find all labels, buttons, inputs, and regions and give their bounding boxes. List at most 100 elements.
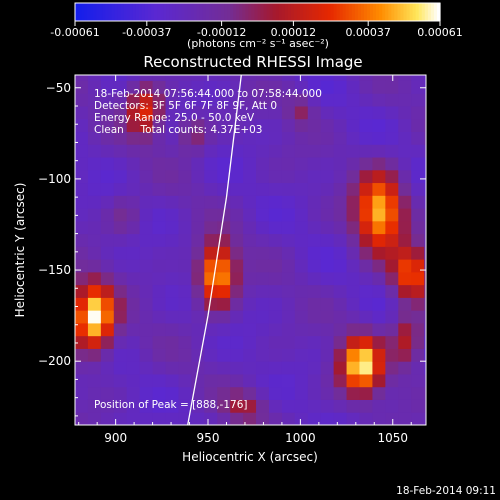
heatmap-cell <box>333 373 348 388</box>
colorbar-cell <box>254 3 259 21</box>
heatmap-cell <box>100 233 115 247</box>
heatmap-cell <box>113 322 128 337</box>
heatmap-cell <box>333 169 348 184</box>
colorbar-cell <box>348 3 353 21</box>
heatmap-cell <box>398 284 412 298</box>
heatmap-cell <box>191 259 205 273</box>
heatmap-cell <box>256 271 270 286</box>
heatmap-cell <box>385 361 399 375</box>
heatmap-cell <box>243 182 257 196</box>
heatmap-cell <box>320 80 335 94</box>
heatmap-cell <box>243 80 257 94</box>
heatmap-cell <box>385 412 399 425</box>
heatmap-cell <box>165 246 179 260</box>
heatmap-cell <box>359 182 373 196</box>
heatmap-cell <box>87 322 102 337</box>
colorbar-tick-label: 0.00012 <box>271 26 317 39</box>
heatmap-cell <box>333 259 348 273</box>
heatmap-cell <box>307 131 322 145</box>
heatmap-cell <box>243 335 257 349</box>
heatmap-cell <box>333 335 348 349</box>
heatmap-cell <box>165 182 179 196</box>
colorbar-cell <box>294 3 298 21</box>
colorbar-cell <box>403 3 408 21</box>
heatmap-cell <box>359 80 373 94</box>
colorbar-cell <box>126 3 131 21</box>
colorbar-cell <box>281 3 286 21</box>
colorbar-cell <box>193 3 198 21</box>
heatmap-cell <box>165 105 179 120</box>
heatmap-cell <box>372 412 386 425</box>
heatmap-cell <box>320 131 335 145</box>
heatmap-cell <box>75 195 89 209</box>
heatmap-cell <box>256 80 270 94</box>
colorbar-cell <box>199 3 204 21</box>
heatmap-cell <box>178 246 192 260</box>
heatmap-cell <box>359 75 373 81</box>
heatmap-cell <box>217 335 231 349</box>
heatmap-cell <box>281 208 296 222</box>
heatmap-cell <box>152 144 167 158</box>
heatmap-cell <box>126 93 141 107</box>
heatmap-cell <box>165 284 179 298</box>
heatmap-cell <box>294 373 309 388</box>
heatmap-cell <box>385 157 399 171</box>
heatmap-cell <box>243 105 257 120</box>
heatmap-cell <box>75 373 89 388</box>
heatmap-cell <box>217 246 231 260</box>
heatmap-cell <box>217 220 231 235</box>
heatmap-cell <box>411 310 425 324</box>
heatmap-cell <box>372 131 386 145</box>
heatmap-cell <box>256 246 270 260</box>
heatmap-cell <box>372 284 386 298</box>
heatmap-cell <box>217 386 231 400</box>
heatmap-cell <box>333 399 348 413</box>
heatmap-cell <box>307 361 322 375</box>
heatmap-cell <box>294 284 309 298</box>
heatmap-cell <box>333 322 348 337</box>
heatmap-cell <box>113 271 128 286</box>
heatmap-cell <box>256 297 270 311</box>
colorbar-cell <box>184 3 189 21</box>
heatmap-cell <box>294 182 309 196</box>
colorbar-cell <box>141 3 146 21</box>
heatmap-cell <box>100 131 115 145</box>
heatmap-cell <box>75 93 89 107</box>
colorbar-cell <box>144 3 149 21</box>
heatmap-cell <box>139 373 154 388</box>
heatmap-cell <box>243 220 257 235</box>
heatmap-cell <box>100 271 115 286</box>
heatmap-cell <box>75 157 89 171</box>
heatmap-cell <box>346 144 360 158</box>
heatmap-cell <box>281 131 296 145</box>
y-tick-label: −100 <box>38 172 71 186</box>
heatmap-cell <box>411 195 425 209</box>
heatmap-cell <box>87 131 102 145</box>
heatmap-cell <box>294 348 309 362</box>
heatmap-cell <box>294 297 309 311</box>
heatmap-cell <box>411 335 425 349</box>
heatmap-cell <box>204 335 218 349</box>
heatmap-cell <box>346 220 360 235</box>
heatmap-cell <box>191 322 205 337</box>
heatmap-cell <box>178 131 192 145</box>
colorbar-cell <box>430 3 435 21</box>
heatmap-cell <box>217 157 231 171</box>
colorbar-cell <box>132 3 137 21</box>
heatmap-cell <box>152 399 167 413</box>
heatmap-cell <box>139 195 154 209</box>
heatmap-cell <box>424 373 426 388</box>
heatmap-cell <box>281 259 296 273</box>
heatmap-cell <box>411 271 425 286</box>
colorbar-cell <box>84 3 88 21</box>
heatmap-cell <box>346 157 360 171</box>
colorbar-cell <box>260 3 265 21</box>
heatmap-cell <box>113 246 128 260</box>
heatmap-cell <box>256 75 270 81</box>
colorbar-cell <box>99 3 103 21</box>
solar-limb-curve <box>187 75 242 425</box>
colorbar-cell <box>263 3 268 21</box>
heatmap-cell <box>307 246 322 260</box>
heatmap-cell <box>152 348 167 362</box>
colorbar-cell <box>370 3 374 21</box>
